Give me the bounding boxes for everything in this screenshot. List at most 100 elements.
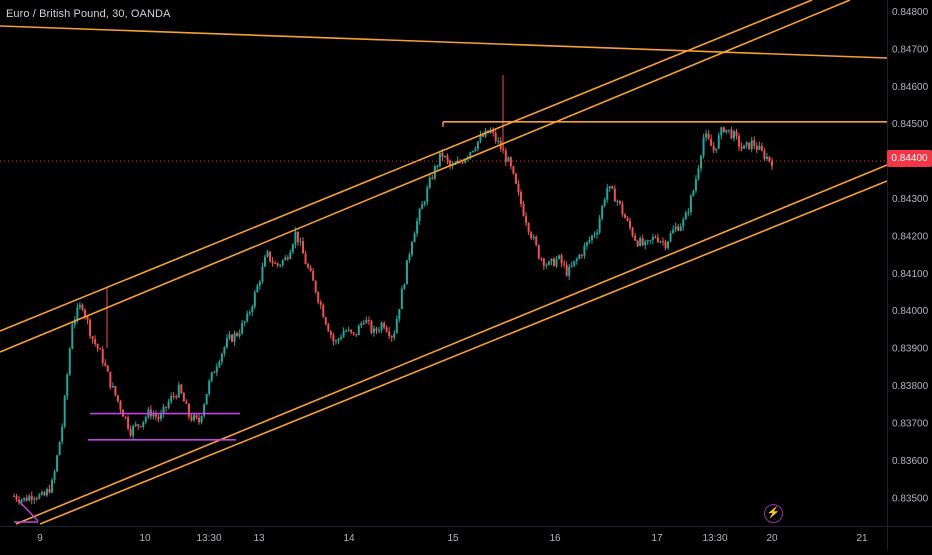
candle-body: [124, 416, 127, 418]
candle: [720, 126, 723, 140]
candle: [656, 233, 659, 244]
candle-body: [535, 236, 538, 246]
candle: [205, 393, 208, 405]
candle: [639, 236, 642, 247]
candle-body: [172, 395, 175, 397]
candle-body: [162, 406, 165, 414]
candle-body: [537, 245, 540, 259]
candle-body: [225, 338, 228, 348]
candle-body: [375, 328, 378, 331]
candle-body: [606, 188, 609, 200]
candle: [550, 258, 553, 266]
candle: [563, 259, 566, 268]
candle: [545, 263, 548, 269]
candle: [763, 147, 766, 162]
candle: [238, 329, 241, 339]
lightning-bolt-icon[interactable]: ⚡: [764, 504, 783, 523]
candle: [362, 319, 365, 326]
candle: [575, 257, 578, 265]
candle: [208, 378, 211, 397]
candle-body: [418, 209, 421, 221]
candle-body: [514, 173, 517, 184]
candle-body: [659, 241, 662, 243]
candle: [768, 156, 771, 163]
candle-body: [763, 150, 766, 159]
candle-body: [261, 266, 264, 282]
candle-body: [512, 166, 515, 174]
candle: [408, 252, 411, 264]
time-tick-label: 15: [447, 533, 459, 544]
candle: [735, 128, 738, 140]
candle: [25, 494, 28, 502]
candle: [258, 280, 261, 290]
candle: [132, 424, 135, 440]
candle: [395, 315, 398, 334]
candle-body: [479, 135, 482, 142]
small-range-mark: [19, 501, 39, 522]
candle: [231, 333, 234, 343]
candle-body: [517, 183, 520, 192]
candle-body: [492, 130, 495, 133]
candle: [390, 335, 393, 342]
candle: [583, 242, 586, 259]
candle: [180, 383, 183, 395]
candle: [144, 415, 147, 425]
candle: [603, 197, 606, 208]
candle-body: [393, 333, 396, 338]
candle-body: [43, 492, 46, 496]
candle: [284, 255, 287, 261]
candle-body: [324, 317, 327, 325]
candle: [560, 253, 563, 268]
candle-body: [395, 318, 398, 334]
candle: [601, 204, 604, 221]
candle: [621, 200, 624, 217]
candle-body: [30, 495, 33, 500]
candle-body: [631, 227, 634, 236]
candle: [449, 159, 452, 170]
candle: [547, 260, 550, 266]
price-tick-label: 0.84000: [892, 306, 929, 317]
candle-body: [560, 255, 563, 264]
candle-body: [403, 284, 406, 289]
candle: [578, 253, 581, 260]
candle-body: [532, 236, 535, 239]
candle: [421, 201, 424, 210]
candle-body: [142, 421, 145, 427]
candle-body: [725, 129, 728, 133]
candle-body: [558, 255, 561, 259]
candle-body: [327, 324, 330, 332]
candle: [598, 215, 601, 235]
candle: [552, 256, 555, 267]
candle-body: [547, 261, 550, 265]
candle: [626, 215, 629, 222]
candle: [15, 494, 18, 502]
candle-body: [717, 135, 720, 149]
candle-body: [213, 372, 216, 374]
candle: [94, 335, 97, 347]
candle-body: [550, 258, 553, 262]
candle-body: [210, 372, 213, 381]
candle-body: [573, 260, 576, 266]
candle: [722, 126, 725, 133]
candle: [525, 212, 528, 227]
candle: [198, 413, 201, 425]
candle: [537, 244, 540, 260]
candle: [51, 477, 54, 494]
candle-body: [388, 331, 391, 337]
candle: [568, 264, 571, 280]
candle: [697, 164, 700, 181]
candle-body: [81, 304, 84, 310]
candle-body: [289, 252, 292, 260]
candle-body: [400, 288, 403, 310]
candle-body: [33, 498, 36, 500]
candle-body: [152, 414, 155, 417]
candle: [236, 331, 239, 338]
candle: [225, 333, 228, 349]
candle: [573, 260, 576, 268]
candle: [383, 320, 386, 330]
candle: [428, 173, 431, 189]
candle-body: [340, 337, 343, 339]
candle: [570, 261, 573, 268]
